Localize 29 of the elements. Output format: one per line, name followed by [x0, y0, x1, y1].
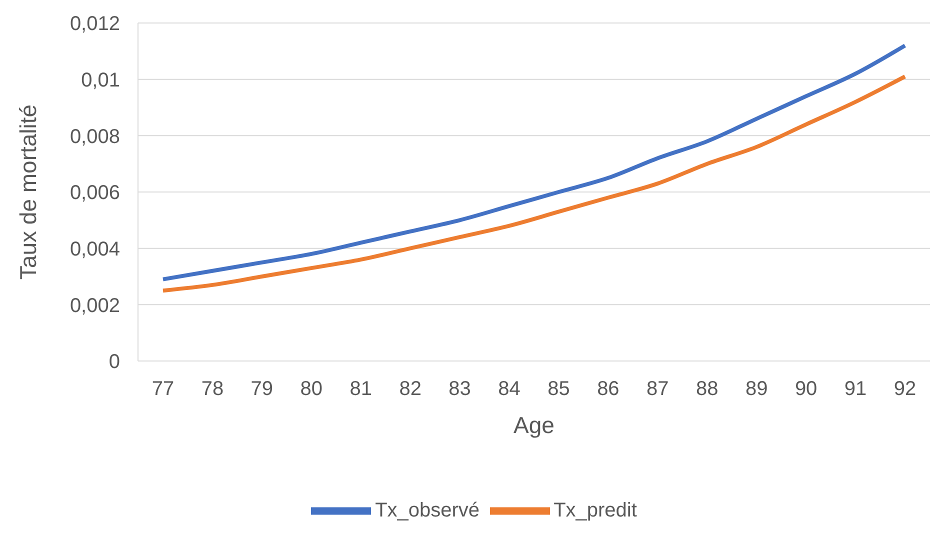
x-tick-label: 87	[646, 378, 669, 400]
line-series	[161, 44, 907, 282]
x-tick-label: 86	[597, 378, 620, 400]
x-tick-label: 92	[894, 378, 916, 400]
legend-label: Tx_predit	[554, 499, 637, 522]
x-tick-label: 78	[201, 378, 224, 400]
y-tick-label: 0,012	[70, 13, 120, 36]
legend-label: Tx_observé	[375, 499, 480, 522]
y-tick-label: 0,008	[70, 126, 120, 148]
y-axis-title: Taux de mortalité	[15, 104, 42, 280]
y-tick-label: 0,002	[70, 294, 120, 317]
x-tick-label: 89	[745, 378, 768, 400]
x-tick-label: 81	[350, 378, 372, 400]
x-tick-label: 77	[152, 378, 174, 400]
x-axis-title: Age	[514, 412, 554, 438]
y-tick-label: 0,004	[70, 238, 120, 260]
x-tick-label: 88	[696, 378, 718, 400]
x-tick-label: 82	[399, 378, 422, 400]
x-tick-label: 90	[794, 378, 818, 400]
line-series	[161, 74, 907, 293]
x-tick-label: 83	[448, 378, 471, 400]
x-tick-label: 91	[844, 378, 867, 400]
x-tick-label: 79	[250, 378, 274, 400]
y-tick-label: 0,006	[70, 182, 120, 204]
x-tick-label: 80	[300, 378, 323, 400]
y-tick-label: 0,01	[81, 69, 120, 92]
x-tick-label: 84	[498, 378, 520, 400]
y-tick-label: 0	[108, 351, 120, 374]
x-tick-label: 85	[548, 378, 570, 400]
